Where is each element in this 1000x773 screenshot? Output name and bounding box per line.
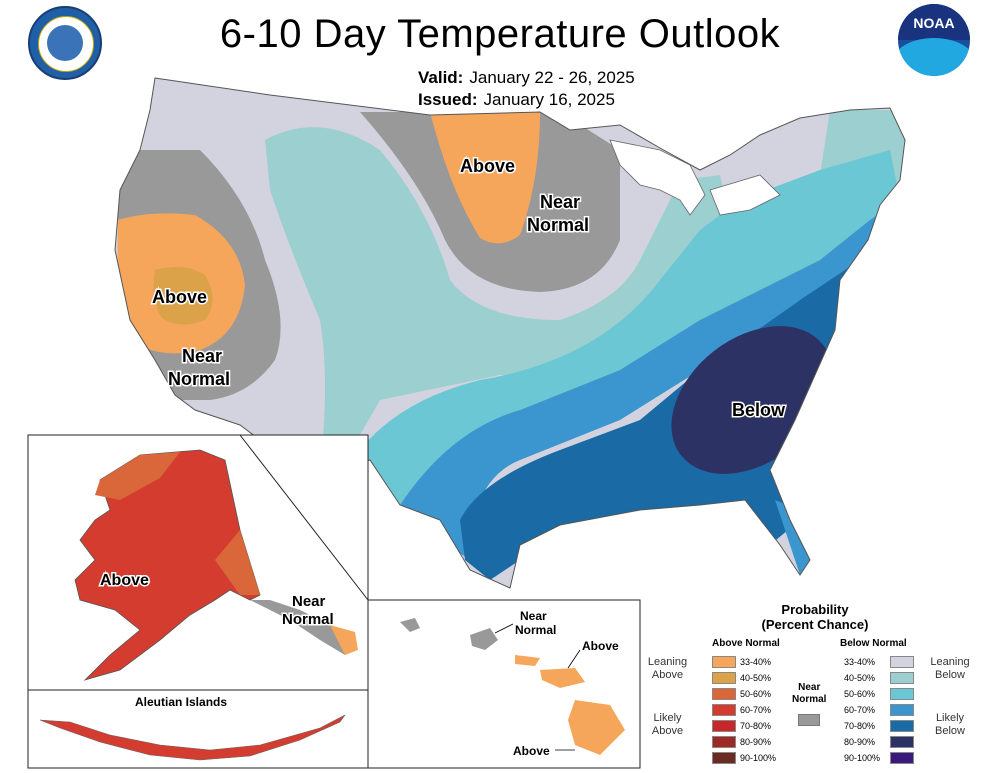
legend-below-range-label: 50-60% <box>844 689 876 699</box>
hawaii-niihau <box>400 618 420 632</box>
great-lakes <box>609 139 706 216</box>
legend-above-swatch <box>712 752 736 764</box>
legend-leaning-above-2: Above <box>651 669 684 681</box>
legend-above-swatch <box>712 656 736 668</box>
label-near-normal-west-1: Near <box>182 346 222 366</box>
legend-below-swatch <box>890 736 914 748</box>
legend-near-normal-1: Near <box>798 682 821 693</box>
legend-below-range-label: 33-40% <box>844 657 876 667</box>
label-near-normal-west-2: Normal <box>168 369 230 389</box>
noaa-logo-text: NOAA <box>913 15 955 31</box>
legend-above-range-label: 70-80% <box>740 721 772 731</box>
issued-label: Issued: <box>418 90 478 109</box>
legend-below-normal-head: Below Normal <box>840 638 907 649</box>
legend-title: Probability (Percent Chance) <box>710 602 920 632</box>
legend-title-1: Probability <box>781 602 849 617</box>
legend-above-range-label: 80-90% <box>740 737 772 747</box>
label-alaska-near-1: Near <box>292 593 326 610</box>
legend-above-range-label: 40-50% <box>740 673 772 683</box>
legend-above-swatch <box>712 704 736 716</box>
legend-leaning-below: Leaning Below <box>920 656 980 682</box>
department-of-commerce-seal <box>28 6 102 80</box>
valid-label: Valid: <box>418 68 464 87</box>
label-hawaii-near-2: Normal <box>515 623 556 637</box>
alaska-above-50-60-north <box>95 452 180 500</box>
label-hawaii-above-2: Above <box>513 744 550 758</box>
legend-leaning-above-1: Leaning <box>647 656 688 668</box>
legend-below-swatch <box>890 752 914 764</box>
legend-near-normal-label: Near Normal <box>792 682 826 706</box>
label-alaska-near-2: Normal <box>282 611 334 628</box>
legend-title-2: (Percent Chance) <box>761 617 869 632</box>
legend-above-range-label: 60-70% <box>740 705 772 715</box>
conus-outline <box>114 77 906 589</box>
legend-above-swatch <box>712 688 736 700</box>
legend-below-range-label: 60-70% <box>844 705 876 715</box>
legend-above-range-label: 90-100% <box>740 753 777 763</box>
noaa-logo: NOAA <box>898 4 970 76</box>
region-below-60-70-florida <box>775 500 815 575</box>
legend-above-swatch <box>712 720 736 732</box>
aleutian-islands-shape <box>39 714 346 761</box>
hawaii-above-pointer-1 <box>567 649 581 669</box>
legend-above-swatch <box>712 736 736 748</box>
probability-legend: Probability (Percent Chance) Above Norma… <box>640 600 980 770</box>
legend-above-normal-head: Above Normal <box>712 638 780 649</box>
legend-below-range-label: 90-100% <box>844 753 881 763</box>
label-near-normal-north-1: Near <box>540 192 580 212</box>
aleutian-title: Aleutian Islands <box>135 695 227 709</box>
legend-likely-above-2: Above <box>651 725 684 737</box>
legend-likely-below-2: Below <box>935 725 965 737</box>
legend-below-swatch <box>890 688 914 700</box>
valid-dates-line: Valid: January 22 - 26, 2025 <box>418 68 635 88</box>
legend-near-normal-swatch <box>798 714 820 726</box>
label-hawaii-above-1: Above <box>582 639 619 653</box>
label-hawaii-near-1: Near <box>520 609 547 623</box>
region-below-60-70 <box>400 200 900 560</box>
label-below-southeast: Below <box>732 400 786 420</box>
legend-above-range-label: 50-60% <box>740 689 772 699</box>
legend-above-range-label: 33-40% <box>740 657 772 667</box>
region-below-40-50-central <box>265 127 740 470</box>
hawaii-oahu <box>515 655 540 666</box>
legend-below-swatch <box>890 720 914 732</box>
legend-leaning-above: Leaning Above <box>640 656 695 682</box>
legend-below-swatch <box>890 656 914 668</box>
legend-near-normal-2: Normal <box>792 694 827 705</box>
label-above-north: Above <box>460 156 515 176</box>
alaska-inset-border <box>239 434 369 601</box>
legend-below-swatch <box>890 672 914 684</box>
legend-leaning-below-1: Leaning <box>930 656 970 668</box>
issued-date-line: Issued: January 16, 2025 <box>418 90 615 110</box>
hawaii-kauai <box>470 628 498 650</box>
alaska-panhandle-above <box>330 625 358 655</box>
legend-below-range-label: 40-50% <box>844 673 876 683</box>
label-near-normal-north-2: Normal <box>527 215 589 235</box>
lake-erie-ontario <box>709 174 781 216</box>
legend-below-range-label: 70-80% <box>844 721 876 731</box>
alaska-above-region <box>74 449 261 681</box>
alaska-near-normal-panhandle <box>250 600 355 655</box>
hawaii-near-pointer <box>494 623 514 634</box>
legend-likely-above: Likely Above <box>640 712 695 738</box>
region-above-west-core <box>153 266 213 325</box>
legend-below-range-label: 80-90% <box>844 737 876 747</box>
legend-above-swatch <box>712 672 736 684</box>
map-title: 6-10 Day Temperature Outlook <box>219 12 781 56</box>
region-above-north <box>430 112 540 244</box>
issued-date: January 16, 2025 <box>483 90 615 109</box>
hawaii-maui <box>540 668 585 688</box>
legend-below-swatch <box>890 704 914 716</box>
label-alaska-above: Above <box>100 572 149 589</box>
label-above-west: Above <box>152 287 207 307</box>
hawaii-big-island <box>568 700 625 755</box>
legend-likely-below: Likely Below <box>920 712 980 738</box>
legend-likely-above-1: Likely <box>653 712 682 724</box>
legend-leaning-below-2: Below <box>935 669 965 681</box>
legend-likely-below-1: Likely <box>935 712 965 724</box>
valid-dates: January 22 - 26, 2025 <box>469 68 635 87</box>
region-below-50-60 <box>360 150 900 505</box>
alaska-above-50-60-east <box>215 530 260 595</box>
